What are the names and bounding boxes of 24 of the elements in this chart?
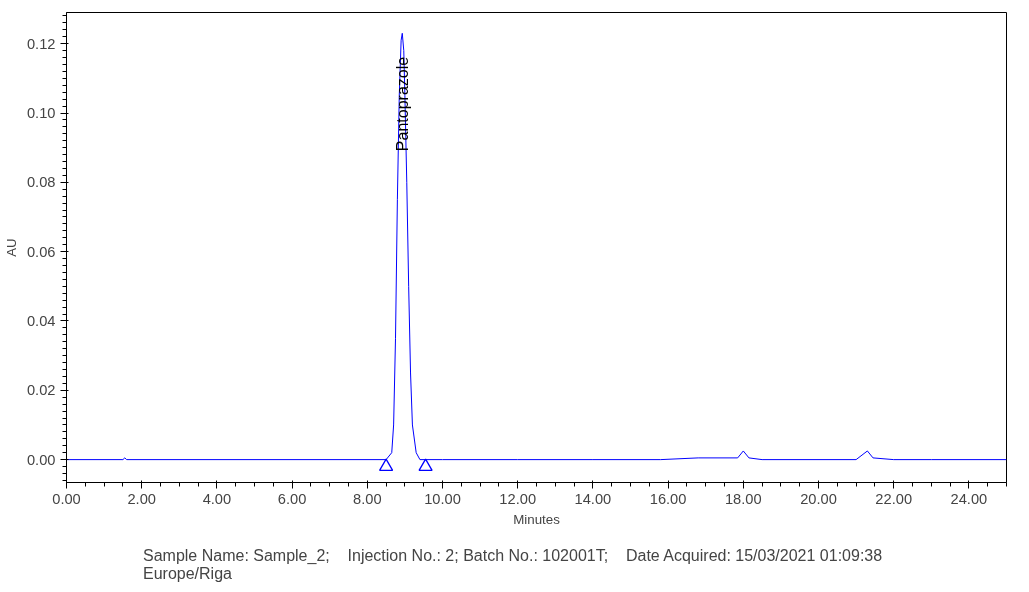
x-tick-label: 18.00 (724, 490, 762, 507)
y-tick-label: 0.12 (26, 35, 56, 52)
y-axis-title: AU (3, 238, 19, 257)
x-tick-label: 20.00 (800, 490, 837, 507)
x-tick-label: 0.00 (52, 490, 81, 507)
x-tick-label: 14.00 (574, 490, 612, 507)
y-tick-label: 0.06 (26, 243, 56, 260)
x-tick-label: 12.00 (499, 490, 537, 507)
y-tick-label: 0.02 (26, 382, 56, 399)
x-tick-label: 22.00 (875, 490, 913, 507)
y-tick-label: 0.10 (26, 105, 56, 122)
x-tick-label: 8.00 (353, 490, 382, 507)
y-tick-label: 0.00 (26, 451, 56, 468)
x-tick-label: 16.00 (649, 490, 687, 507)
x-axis-title: Minutes (513, 511, 561, 527)
x-tick-label: 4.00 (202, 490, 232, 507)
x-tick-label: 2.00 (127, 490, 156, 507)
text: Sample Name: Sample_2; Injection No.: 2; Batch No.: 102001T; Date Acquired: 15/03/2021 01:09:38 Europe/Riga (143, 547, 883, 583)
annotation: Pantoprazole (393, 56, 411, 152)
x-tick-label: 10.00 (424, 490, 461, 507)
y-tick-label: 0.04 (26, 312, 56, 329)
x-tick-label: 6.00 (277, 490, 307, 507)
x-tick-label: 24.00 (950, 490, 988, 507)
y-tick-label: 0.08 (26, 174, 56, 191)
